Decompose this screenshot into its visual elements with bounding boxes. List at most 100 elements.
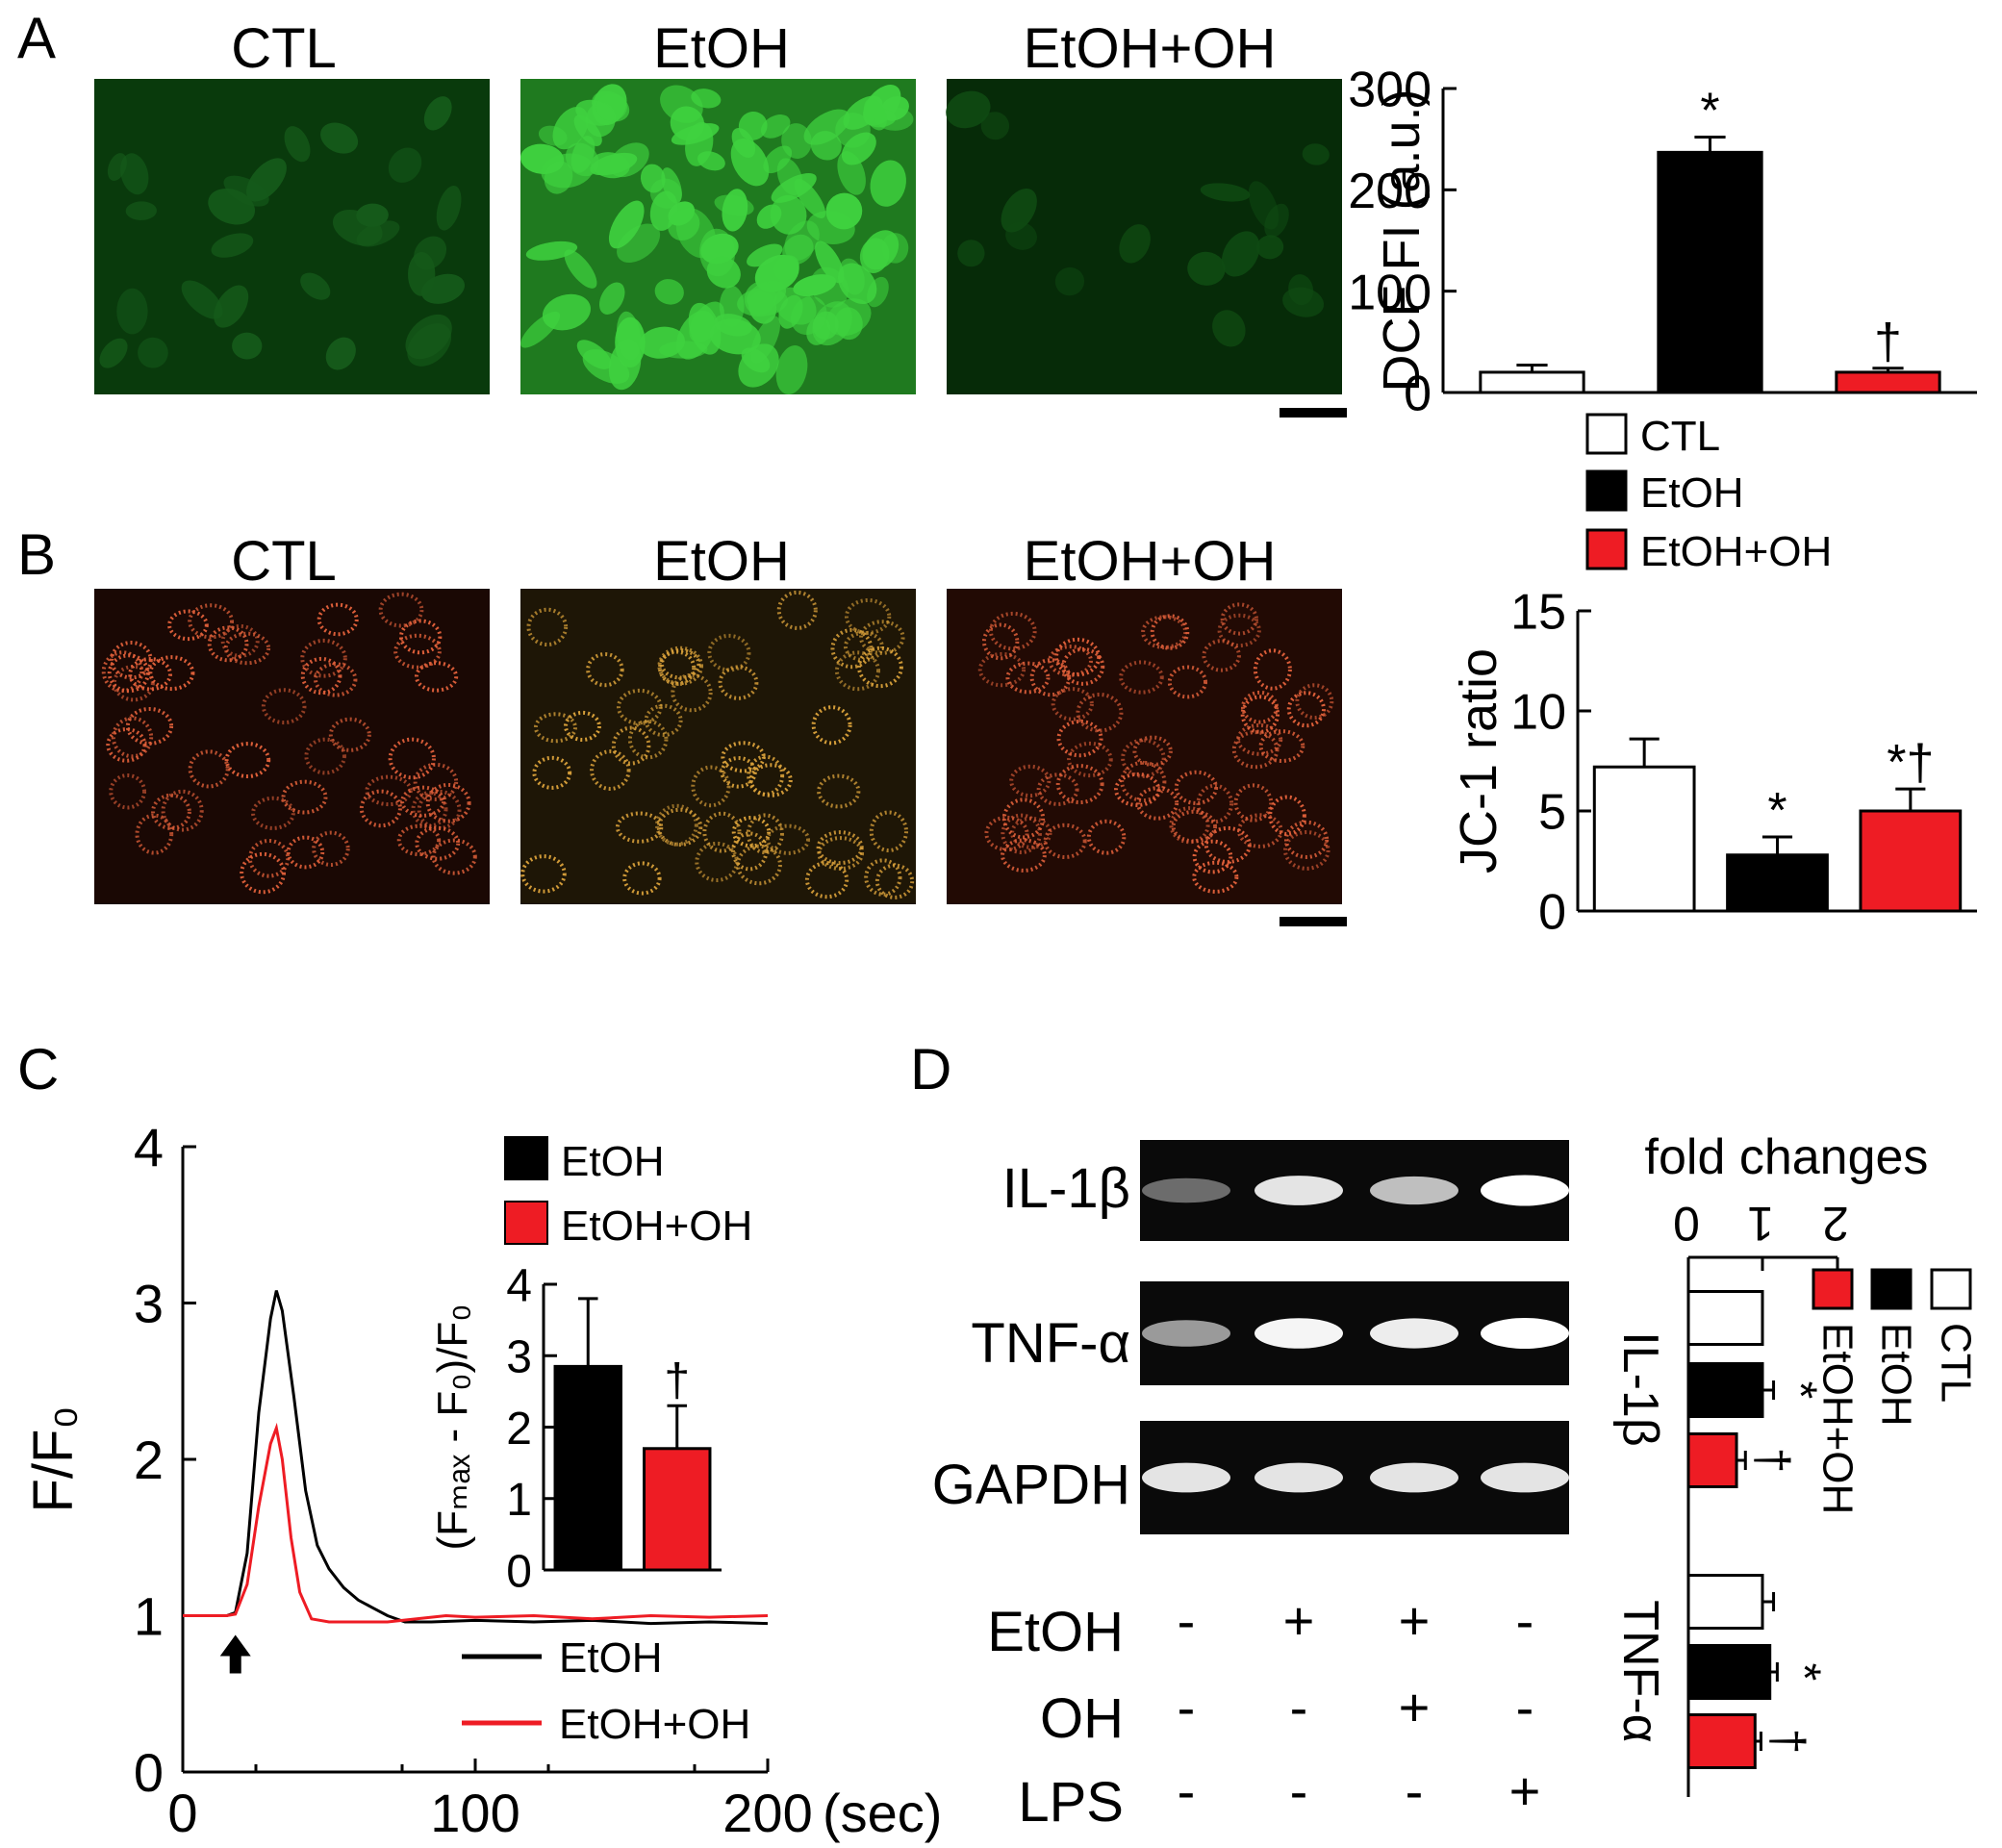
treatment-sign: - (1178, 1677, 1196, 1737)
mitochondria-ring (304, 737, 346, 775)
panel-letter-c: C (17, 1037, 59, 1101)
cell (1282, 287, 1325, 317)
significance-mark: * (1775, 1381, 1826, 1400)
cell (1005, 221, 1037, 250)
mitochondria-ring (393, 633, 442, 670)
gel-row-label-il1b: IL-1β (1002, 1157, 1130, 1220)
cell (120, 153, 149, 195)
mitochondria-ring (400, 785, 446, 818)
cell (565, 142, 599, 177)
gel-band (1142, 1177, 1230, 1203)
cell (793, 274, 837, 297)
mitochondria-ring (148, 655, 195, 692)
gel-row-label-tnfa: TNF-α (971, 1312, 1130, 1375)
mitochondria-ring (718, 665, 759, 700)
treatment-sign: - (1406, 1760, 1424, 1821)
cell (1001, 188, 1037, 233)
mitochondria-ring (109, 772, 147, 810)
mitochondria-ring (247, 838, 291, 878)
fold-legend-swatch-2 (1812, 1268, 1854, 1310)
mitochondria-ring (532, 755, 572, 790)
panel-a-micrographs: CTL EtOH EtOH+OH (94, 17, 1347, 418)
mitochondria-ring (300, 656, 342, 696)
gel-band (1370, 1462, 1458, 1493)
y-tick-label: 10 (1510, 685, 1566, 741)
mitochondria-ring (748, 763, 793, 797)
cell (300, 272, 331, 300)
mitochondria-ring (1192, 839, 1233, 874)
mitochondria-ring (240, 851, 287, 895)
micrograph-b-ctl (94, 589, 490, 904)
fold-change-chart: 0 1 2 fold changes * † IL-1β * † TNF-α CTL EtOHEtOH… (1612, 1129, 1979, 1797)
mitochondria-ring (251, 796, 295, 830)
cell (208, 188, 256, 225)
bar-IL-1β-EtOH+OH (1686, 1432, 1738, 1488)
cell (668, 209, 700, 241)
mitochondria-ring (660, 647, 701, 680)
mitochondria-ring (586, 652, 624, 688)
mitochondria-ring (627, 719, 669, 760)
mitochondria-ring (1036, 772, 1079, 806)
bar-CTL (1479, 370, 1585, 394)
legend-label-0: CTL (1640, 413, 1720, 460)
treatment-sign: + (1399, 1590, 1431, 1651)
cell (747, 243, 783, 267)
cell (859, 238, 890, 273)
legend-label-1: EtOH (1640, 469, 1744, 517)
mitochondria-ring (224, 742, 271, 779)
cell (1119, 224, 1151, 264)
mitochondria-ring (167, 609, 209, 642)
mitochondria-ring (1220, 602, 1258, 636)
cell (284, 126, 311, 163)
mitochondria-ring (1204, 825, 1252, 864)
cell (738, 343, 779, 388)
stimulus-arrow-icon (219, 1634, 251, 1674)
y-tick-label: 2 (506, 1404, 532, 1455)
y-tick-label: 0 (1538, 885, 1566, 941)
mitochondria-ring (1076, 693, 1124, 733)
cell (834, 307, 863, 341)
mitochondria-ring (1295, 683, 1334, 721)
cell (1302, 143, 1330, 165)
y-tick-label: 0 (506, 1546, 532, 1597)
cell (841, 132, 876, 165)
cell (1187, 251, 1226, 286)
treatment-label-oh: OH (1040, 1687, 1124, 1750)
cell (1054, 266, 1085, 296)
y-tick-label: 15 (1510, 585, 1566, 641)
treatment-sign: - (1516, 1590, 1534, 1651)
cell (1221, 231, 1260, 277)
cell (760, 114, 791, 139)
mitochondria-ring (1056, 719, 1103, 758)
mitochondria-ring (655, 803, 698, 847)
cell (214, 285, 249, 328)
y-axis-label: (Fₘₐₓ - F₀)/F₀ (429, 1304, 476, 1550)
cell (709, 318, 761, 355)
cell (246, 158, 287, 202)
gel-band (1481, 1175, 1569, 1206)
mitochondria-ring (111, 716, 154, 759)
mitochondria-ring (1150, 614, 1190, 650)
series-line-EtOH (183, 1290, 769, 1626)
gel-band (1142, 1320, 1230, 1347)
cell (591, 152, 630, 179)
mitochondria-ring (378, 592, 424, 628)
cell (640, 164, 666, 193)
mitochondria-ring (396, 823, 442, 857)
cell (863, 98, 887, 131)
mitochondria-ring (1119, 660, 1164, 695)
gel-band (1254, 1318, 1343, 1349)
cell (776, 158, 803, 196)
cell (946, 90, 991, 129)
mitochondria-ring (1054, 637, 1102, 677)
mitochondria-ring (804, 861, 849, 899)
mitochondria-ring (1141, 615, 1188, 649)
cell (691, 89, 722, 109)
mitochondria-ring (151, 793, 191, 831)
micrograph-background (947, 589, 1342, 904)
cell (388, 147, 422, 183)
fold-legend-label-0: CTL (1932, 1323, 1979, 1403)
bar-EtOH (1657, 150, 1763, 394)
y-tick-label: 4 (506, 1260, 532, 1311)
mitochondria-ring (765, 823, 811, 855)
